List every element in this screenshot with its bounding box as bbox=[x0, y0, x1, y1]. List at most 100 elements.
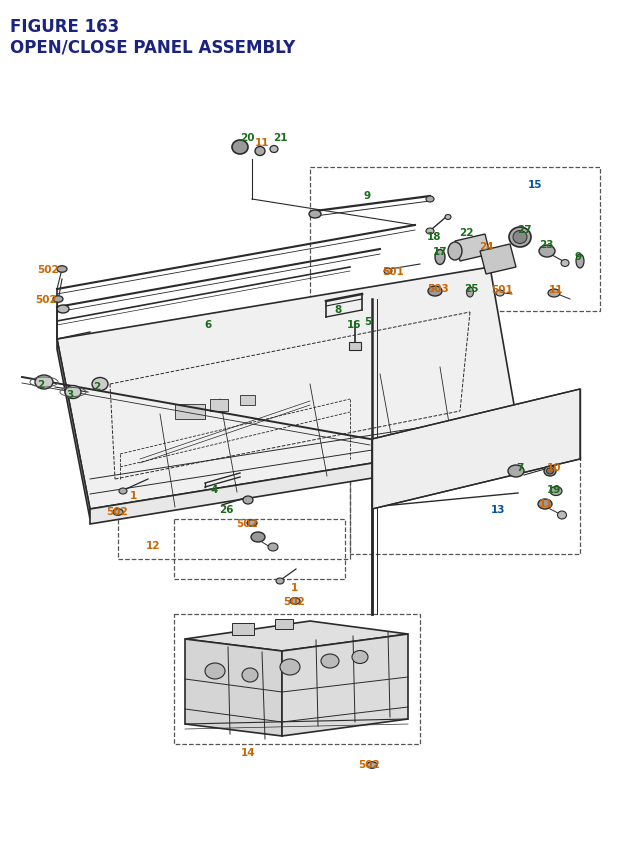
Text: 5: 5 bbox=[364, 317, 372, 326]
Text: 12: 12 bbox=[146, 541, 160, 550]
Text: 1: 1 bbox=[291, 582, 298, 592]
Text: 11: 11 bbox=[539, 499, 553, 508]
Ellipse shape bbox=[352, 651, 368, 664]
Text: 27: 27 bbox=[516, 225, 531, 235]
Ellipse shape bbox=[508, 466, 524, 478]
Text: 26: 26 bbox=[219, 505, 233, 514]
Bar bbox=[175, 405, 205, 419]
Text: 20: 20 bbox=[240, 133, 254, 143]
Text: 502: 502 bbox=[236, 518, 258, 529]
Ellipse shape bbox=[268, 543, 278, 551]
Text: 501: 501 bbox=[382, 267, 404, 276]
Ellipse shape bbox=[544, 467, 556, 476]
Ellipse shape bbox=[251, 532, 265, 542]
Text: 9: 9 bbox=[575, 251, 582, 262]
Text: 25: 25 bbox=[464, 283, 478, 294]
Text: 501: 501 bbox=[491, 285, 513, 294]
Text: 502: 502 bbox=[37, 264, 59, 275]
Ellipse shape bbox=[576, 255, 584, 269]
Ellipse shape bbox=[270, 146, 278, 153]
Text: 1: 1 bbox=[129, 491, 136, 500]
Ellipse shape bbox=[232, 141, 248, 155]
Ellipse shape bbox=[384, 269, 392, 275]
Ellipse shape bbox=[255, 147, 265, 157]
Text: 10: 10 bbox=[547, 462, 561, 473]
Ellipse shape bbox=[557, 511, 566, 519]
Ellipse shape bbox=[242, 668, 258, 682]
Ellipse shape bbox=[428, 287, 442, 297]
Text: 21: 21 bbox=[273, 133, 287, 143]
Ellipse shape bbox=[550, 487, 562, 496]
Text: 9: 9 bbox=[364, 191, 371, 201]
Ellipse shape bbox=[448, 243, 462, 261]
Ellipse shape bbox=[309, 211, 321, 219]
Polygon shape bbox=[372, 389, 580, 510]
Text: 502: 502 bbox=[283, 597, 305, 606]
Text: 503: 503 bbox=[427, 283, 449, 294]
Ellipse shape bbox=[57, 266, 67, 273]
Ellipse shape bbox=[561, 260, 569, 267]
Polygon shape bbox=[282, 635, 408, 736]
Text: 22: 22 bbox=[459, 228, 473, 238]
Text: 7: 7 bbox=[516, 462, 524, 473]
Ellipse shape bbox=[321, 654, 339, 668]
Ellipse shape bbox=[547, 468, 554, 474]
Text: 19: 19 bbox=[547, 485, 561, 494]
Text: 16: 16 bbox=[347, 319, 361, 330]
Text: 11: 11 bbox=[548, 285, 563, 294]
Text: 11: 11 bbox=[255, 138, 269, 148]
Ellipse shape bbox=[538, 499, 552, 510]
Ellipse shape bbox=[243, 497, 253, 505]
Text: 13: 13 bbox=[491, 505, 505, 514]
Ellipse shape bbox=[92, 378, 108, 391]
Bar bbox=[349, 343, 361, 350]
Ellipse shape bbox=[426, 197, 434, 202]
Text: OPEN/CLOSE PANEL ASSEMBLY: OPEN/CLOSE PANEL ASSEMBLY bbox=[10, 38, 295, 56]
Ellipse shape bbox=[496, 291, 504, 297]
Ellipse shape bbox=[247, 520, 257, 527]
Ellipse shape bbox=[119, 488, 127, 494]
Text: FIGURE 163: FIGURE 163 bbox=[10, 18, 119, 36]
Ellipse shape bbox=[205, 663, 225, 679]
Text: 14: 14 bbox=[241, 747, 255, 757]
Text: 2: 2 bbox=[37, 380, 45, 389]
Text: 3: 3 bbox=[67, 389, 74, 400]
Polygon shape bbox=[57, 268, 520, 510]
Text: 6: 6 bbox=[204, 319, 212, 330]
Text: 8: 8 bbox=[334, 305, 342, 314]
Ellipse shape bbox=[57, 306, 69, 313]
Text: 2: 2 bbox=[93, 381, 100, 392]
Ellipse shape bbox=[467, 288, 474, 298]
Ellipse shape bbox=[280, 660, 300, 675]
Text: 15: 15 bbox=[528, 180, 542, 189]
Polygon shape bbox=[185, 622, 408, 651]
Polygon shape bbox=[185, 639, 282, 736]
Text: 502: 502 bbox=[106, 506, 128, 517]
Polygon shape bbox=[57, 339, 90, 519]
Text: 18: 18 bbox=[427, 232, 441, 242]
Ellipse shape bbox=[513, 232, 527, 245]
Text: 23: 23 bbox=[539, 239, 553, 250]
Text: 24: 24 bbox=[479, 242, 493, 251]
Ellipse shape bbox=[290, 598, 300, 604]
Ellipse shape bbox=[445, 215, 451, 220]
Bar bbox=[275, 619, 293, 629]
Ellipse shape bbox=[367, 762, 377, 768]
Ellipse shape bbox=[548, 289, 560, 298]
Bar bbox=[240, 395, 255, 406]
Ellipse shape bbox=[113, 509, 123, 516]
Ellipse shape bbox=[435, 251, 445, 265]
Ellipse shape bbox=[35, 375, 53, 389]
Ellipse shape bbox=[53, 296, 63, 303]
Bar bbox=[210, 400, 228, 412]
Ellipse shape bbox=[276, 579, 284, 585]
Polygon shape bbox=[90, 439, 520, 524]
Text: 4: 4 bbox=[211, 485, 218, 494]
Text: 502: 502 bbox=[358, 759, 380, 769]
Ellipse shape bbox=[65, 386, 81, 399]
Ellipse shape bbox=[539, 245, 555, 257]
Ellipse shape bbox=[426, 229, 434, 235]
Text: 502: 502 bbox=[35, 294, 57, 305]
Bar bbox=[232, 623, 254, 635]
Text: 17: 17 bbox=[433, 247, 447, 257]
